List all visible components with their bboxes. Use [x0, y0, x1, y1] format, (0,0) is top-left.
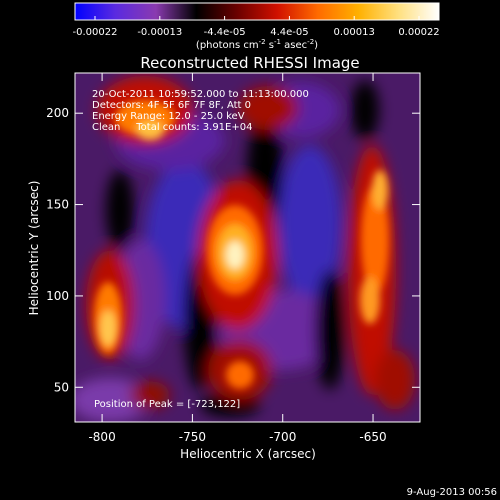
- colorbar-tick-label: -4.4e-05: [204, 27, 246, 38]
- time-range-label: 20-Oct-2011 10:59:52.000 to 11:13:00.000: [92, 89, 309, 100]
- x-axis-ticks: -800 -750 -700 -650: [88, 73, 387, 444]
- colorbar-tick-label: 0.00022: [398, 27, 439, 38]
- x-tick-label: -700: [269, 430, 296, 444]
- peak-position-label: Position of Peak = [-723,122]: [94, 399, 240, 410]
- plot-title: Reconstructed RHESSI Image: [140, 54, 359, 72]
- energy-range-label: Energy Range: 12.0 - 25.0 keV: [92, 111, 245, 122]
- colorbar-tick-label: -0.00022: [73, 27, 118, 38]
- colorbar-ticks: -0.00022 -0.00013 -4.4e-05 4.4e-05 0.00013 0.…: [73, 16, 440, 38]
- colorbar-tick-label: 4.4e-05: [270, 27, 308, 38]
- x-tick-label: -800: [88, 430, 115, 444]
- colorbar: -0.00022 -0.00013 -4.4e-05 4.4e-05 0.00013 0.…: [73, 2, 440, 51]
- footer-timestamp: 9-Aug-2013 00:56: [407, 487, 497, 498]
- plot-frame: [74, 72, 421, 423]
- clean-counts-label: Clean Total counts: 3.91E+04: [92, 122, 252, 133]
- colorbar-gradient: [74, 2, 440, 21]
- y-axis-label: Heliocentric Y (arcsec): [27, 181, 41, 316]
- y-tick-label: 100: [46, 289, 69, 303]
- y-tick-label: 150: [46, 198, 69, 212]
- y-axis-ticks: 50 100 150 200: [46, 106, 420, 394]
- y-tick-label: 50: [54, 380, 69, 394]
- colorbar-tick-label: 0.00013: [334, 27, 375, 38]
- y-tick-label: 200: [46, 106, 69, 120]
- colorbar-tick-label: -0.00013: [137, 27, 182, 38]
- colorbar-units: (photons cm-2 s-1 asec-2): [196, 38, 318, 51]
- x-axis-label: Heliocentric X (arcsec): [180, 447, 316, 461]
- x-tick-label: -650: [359, 430, 386, 444]
- image-map: [75, 73, 420, 422]
- detectors-label: Detectors: 4F 5F 6F 7F 8F, Att 0: [92, 100, 251, 111]
- x-tick-label: -750: [179, 430, 206, 444]
- annotations: 20-Oct-2011 10:59:52.000 to 11:13:00.000…: [92, 89, 309, 410]
